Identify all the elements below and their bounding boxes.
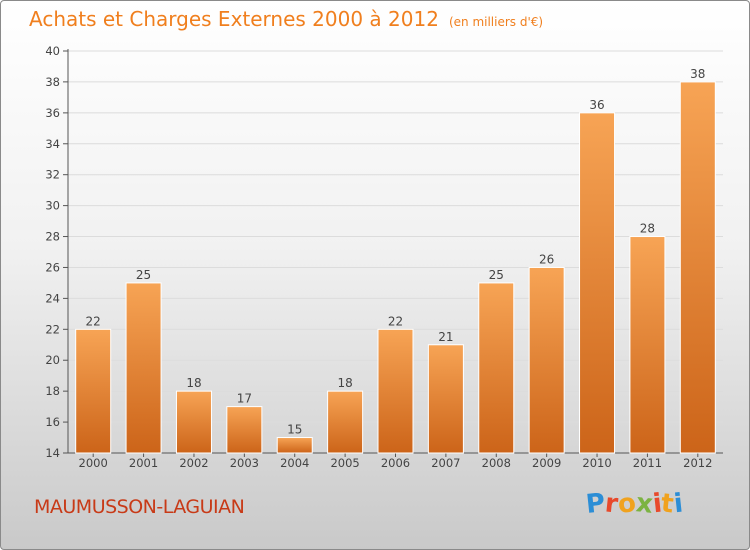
bar	[629, 236, 666, 454]
data-label: 38	[690, 67, 705, 81]
commune-name: MAUMUSSON-LAGUIAN	[34, 496, 245, 518]
x-tick-label: 2007	[431, 456, 460, 470]
bar	[377, 328, 414, 454]
y-tick-label: 14	[45, 446, 60, 460]
y-tick-label: 30	[45, 199, 60, 213]
data-label: 26	[539, 252, 554, 266]
x-tick-label: 2010	[582, 456, 611, 470]
x-tick-label: 2004	[280, 456, 309, 470]
x-tick-label: 2011	[633, 456, 662, 470]
chart-title: Achats et Charges Externes 2000 à 2012 (e…	[29, 7, 543, 31]
bar	[276, 437, 313, 454]
x-tick-label: 2006	[381, 456, 410, 470]
y-tick-label: 24	[45, 291, 60, 305]
data-label: 21	[438, 330, 453, 344]
x-tick-label: 2002	[179, 456, 208, 470]
data-label: 25	[136, 268, 151, 282]
y-tick-label: 20	[45, 353, 60, 367]
x-tick-label: 2003	[230, 456, 259, 470]
bar	[75, 328, 112, 454]
bar	[528, 266, 565, 454]
data-label: 22	[86, 314, 101, 328]
y-tick-label: 34	[45, 137, 60, 151]
y-tick-label: 38	[45, 75, 60, 89]
bar	[579, 112, 616, 454]
data-label: 17	[237, 392, 252, 406]
y-tick-label: 32	[45, 168, 60, 182]
y-tick-label: 16	[45, 415, 60, 429]
y-tick-label: 40	[45, 44, 60, 58]
bar	[679, 81, 716, 454]
y-tick-label: 22	[45, 322, 60, 336]
x-tick-label: 2001	[129, 456, 158, 470]
data-label: 22	[388, 314, 403, 328]
y-tick-label: 36	[45, 106, 60, 120]
bar	[226, 406, 263, 454]
x-tick-label: 2000	[79, 456, 108, 470]
data-label: 25	[489, 268, 504, 282]
x-tick-label: 2008	[482, 456, 511, 470]
bar	[478, 282, 515, 454]
data-label: 15	[287, 423, 302, 437]
data-label: 18	[186, 376, 201, 390]
y-tick-label: 18	[45, 384, 60, 398]
chart-title-text: Achats et Charges Externes 2000 à 2012	[29, 7, 439, 31]
y-tick-label: 26	[45, 260, 60, 274]
x-tick-label: 2005	[330, 456, 359, 470]
x-tick-label: 2012	[683, 456, 712, 470]
chart-subtitle: (en milliers d'€)	[448, 15, 544, 29]
bar	[327, 390, 364, 454]
logo-letter: i	[672, 488, 685, 520]
proxiti-logo: Proxiti	[584, 488, 685, 520]
data-label: 18	[337, 376, 352, 390]
data-label: 36	[589, 98, 604, 112]
x-tick-label: 2009	[532, 456, 561, 470]
bar	[427, 344, 464, 454]
y-tick-label: 28	[45, 230, 60, 244]
bar	[175, 390, 212, 454]
bar	[125, 282, 162, 454]
data-label: 28	[640, 222, 655, 236]
